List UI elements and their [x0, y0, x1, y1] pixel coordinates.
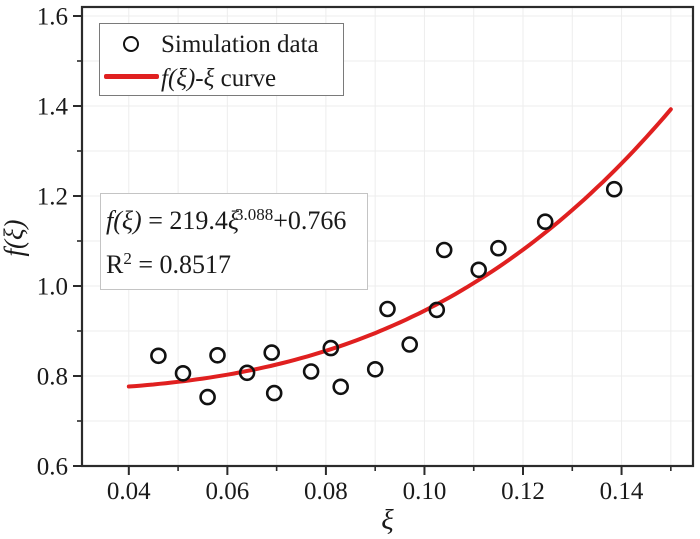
- equation-xi: ξ: [227, 206, 239, 235]
- legend-marker-line-icon: [104, 74, 159, 79]
- y-axis-tick-label: 1.4: [37, 94, 69, 121]
- x-axis-tick-label: 0.04: [107, 478, 151, 505]
- y-axis-label: f(ξ): [0, 219, 29, 256]
- r-squared-exponent: 2: [123, 249, 132, 268]
- equation-annotation-box: f(ξ) = 219.4ξ3.088+0.766 R2 = 0.8517: [100, 193, 368, 290]
- data-point-marker: [490, 239, 507, 257]
- y-axis-tick-label: 1.0: [37, 274, 68, 301]
- legend-label-simulation-data: Simulation data: [161, 31, 319, 58]
- y-axis-tick-label: 0.6: [37, 454, 68, 481]
- y-axis-tick-label: 1.6: [37, 4, 68, 31]
- data-point-marker: [435, 241, 453, 259]
- data-point-marker: [302, 363, 320, 380]
- data-point-marker: [366, 360, 384, 378]
- data-point-marker: [379, 300, 396, 318]
- r-squared-base: R: [106, 250, 124, 279]
- data-point-marker: [322, 339, 340, 357]
- data-point-marker: [265, 384, 283, 402]
- data-point-marker: [428, 301, 446, 319]
- legend-marker-circle-icon: [123, 36, 139, 52]
- data-point-marker: [150, 347, 167, 365]
- r-squared-text: R2 = 0.8517: [106, 248, 231, 282]
- data-point-marker: [199, 388, 216, 406]
- legend-label-fit-curve-rest-part: curve: [214, 65, 277, 92]
- legend-label-fit-curve-italic-part: f(ξ)-ξ: [161, 65, 215, 92]
- x-axis-tick-label: 0.08: [304, 478, 348, 505]
- fit-curve: [126, 107, 673, 389]
- y-axis-tick-label: 1.2: [37, 184, 68, 211]
- equation-fx: f(ξ): [106, 206, 142, 235]
- x-axis-tick-label: 0.06: [205, 478, 249, 505]
- equation-exponent: 3.088: [235, 205, 274, 224]
- data-point-marker: [209, 346, 226, 364]
- legend-label-fit-curve: f(ξ)-ξ curve: [161, 63, 276, 95]
- x-axis-tick-label: 0.14: [600, 478, 644, 505]
- data-point-marker: [332, 378, 350, 396]
- data-point-marker: [401, 336, 419, 353]
- plot-border: [80, 5, 695, 468]
- r-squared-value: = 0.8517: [131, 250, 232, 279]
- data-point-marker: [536, 213, 554, 230]
- y-axis-tick-label: 0.8: [37, 364, 68, 391]
- x-axis-label: ξ: [381, 504, 394, 536]
- data-point-marker: [605, 180, 623, 198]
- data-point-marker: [263, 344, 281, 361]
- data-point-marker: [470, 261, 488, 279]
- data-point-marker: [174, 364, 192, 382]
- equation-coefficient: = 219.4: [141, 206, 228, 235]
- data-point-marker: [238, 364, 256, 382]
- legend: Simulation data f(ξ)-ξ curve: [99, 23, 344, 96]
- fit-equation-text: f(ξ) = 219.4ξ3.088+0.766: [106, 204, 346, 238]
- x-axis-tick-label: 0.10: [403, 478, 447, 505]
- x-axis-tick-label: 0.12: [501, 478, 545, 505]
- equation-constant: +0.766: [273, 206, 347, 235]
